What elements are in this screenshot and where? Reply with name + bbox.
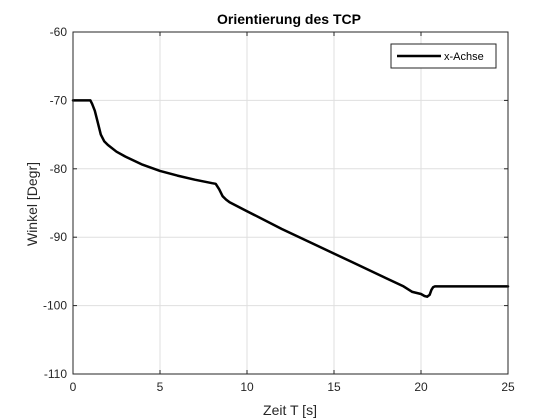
legend: x-Achse [390, 43, 497, 69]
y-tick-label: -60 [50, 25, 68, 39]
x-tick-label: 10 [240, 380, 254, 394]
y-tick-label: -70 [50, 93, 68, 107]
chart-title: Orientierung des TCP [217, 11, 361, 27]
y-tick-label: -100 [43, 299, 67, 313]
legend-label-x-achse: x-Achse [444, 51, 484, 63]
series-lines [71, 99, 510, 298]
y-tick-label: -80 [50, 162, 68, 176]
y-tick-label: -90 [50, 230, 68, 244]
x-axis-label: Zeit T [s] [263, 402, 317, 418]
axes-frame [72, 31, 509, 375]
series-line-x-achse [71, 99, 510, 298]
x-tick-label: 0 [70, 380, 77, 394]
x-tick-label: 20 [414, 380, 428, 394]
y-axis-label: Winkel [Degr] [24, 162, 40, 246]
plot-area [73, 32, 508, 374]
x-tick-label: 25 [501, 380, 515, 394]
grid [72, 31, 509, 375]
y-tick-label: -110 [44, 367, 67, 381]
x-tick-label: 15 [327, 380, 341, 394]
ticks: 0 5 10 15 20 25 -60 -70 -80 -90 -100 -110 [43, 25, 515, 394]
x-tick-label: 5 [157, 380, 164, 394]
